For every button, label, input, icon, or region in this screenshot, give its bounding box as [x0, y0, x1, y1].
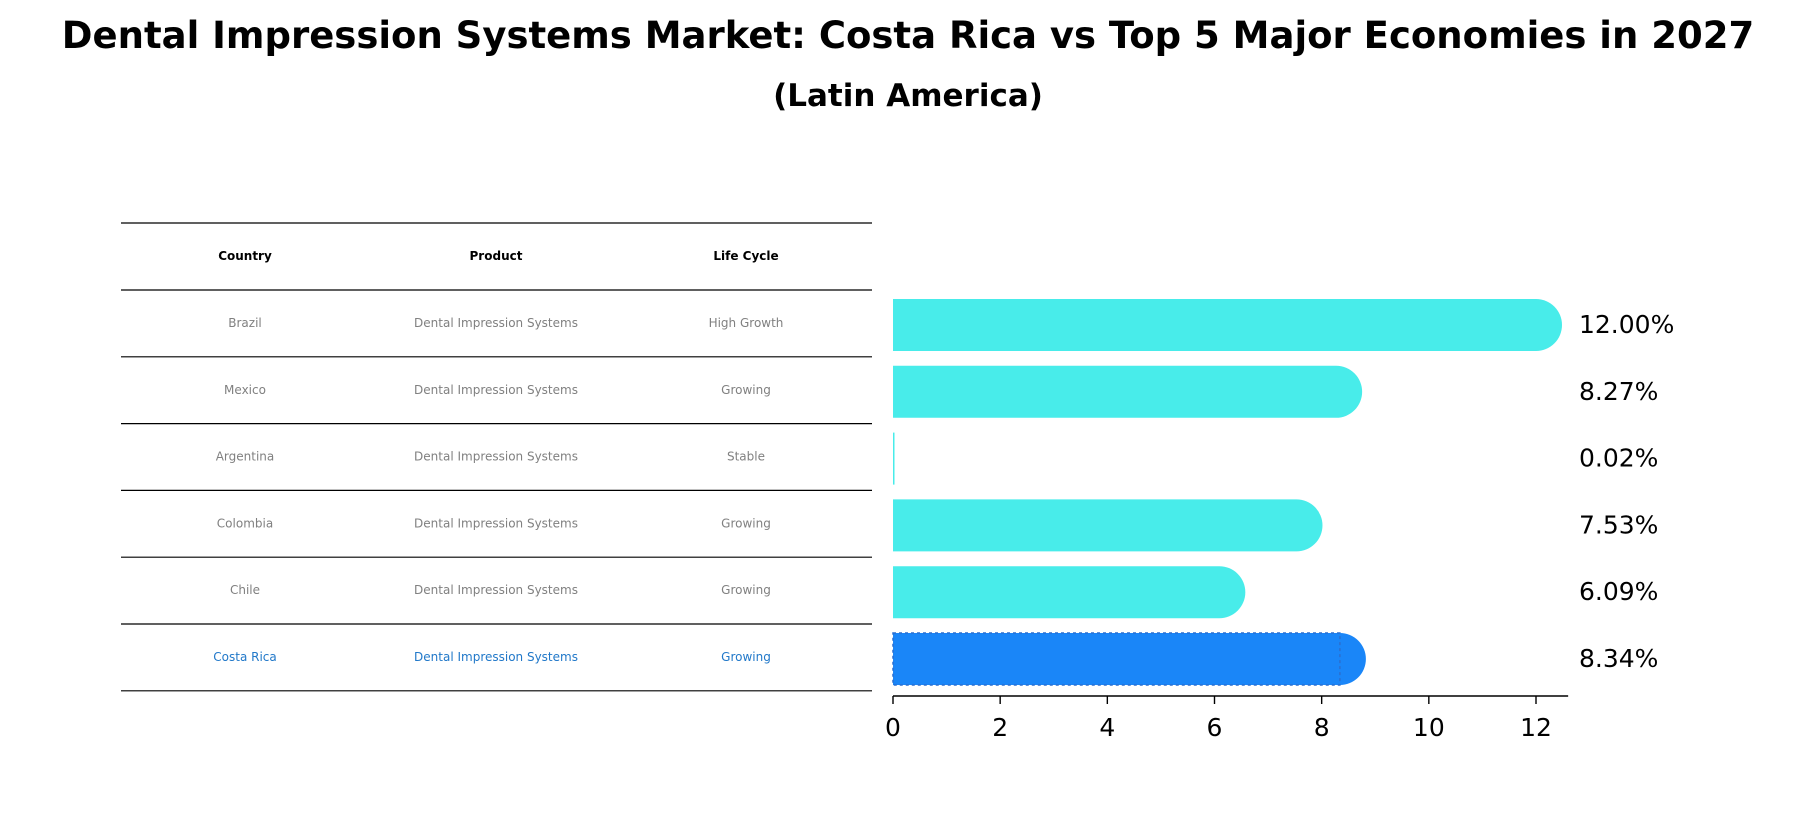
- table-header-cell: Country: [218, 249, 272, 263]
- table-cell: Dental Impression Systems: [414, 316, 578, 330]
- data-table: Country Product Life Cycle Brazil Dental Imp…: [121, 222, 872, 692]
- value-labels: 12.00% 8.27% 0.02% 7.53% 6.09% 8.34%: [1579, 310, 1674, 673]
- bar-chile: [893, 566, 1246, 619]
- x-tick-label: 0: [885, 713, 901, 742]
- table-cell: Chile: [230, 583, 260, 597]
- bar-argentina: [893, 432, 895, 485]
- table-cell: Dental Impression Systems: [414, 383, 578, 397]
- x-axis: 0 2 4 6 8 10 12: [885, 695, 1569, 742]
- table-cell: Argentina: [216, 450, 275, 464]
- table-cell: Dental Impression Systems: [414, 650, 578, 664]
- table-header-cell: Product: [470, 249, 523, 263]
- table-cell: Growing: [721, 516, 771, 530]
- bar-series: [892, 299, 1562, 686]
- bar-brazil: [893, 299, 1562, 351]
- chart-title: Dental Impression Systems Market: Costa …: [61, 14, 1755, 57]
- table-cell: High Growth: [709, 316, 784, 330]
- table-cell: Dental Impression Systems: [414, 450, 578, 464]
- bar-costa-rica: [892, 632, 1366, 686]
- bar-colombia: [893, 499, 1323, 552]
- table-cell: Stable: [727, 450, 765, 464]
- x-tick-label: 12: [1520, 713, 1552, 742]
- x-tick-label: 10: [1413, 713, 1445, 742]
- value-label: 8.34%: [1579, 644, 1658, 673]
- x-tick-label: 8: [1314, 713, 1330, 742]
- table-cell: Growing: [721, 650, 771, 664]
- value-label: 8.27%: [1579, 377, 1658, 406]
- table-cell: Dental Impression Systems: [414, 516, 578, 530]
- x-tick-label: 2: [992, 713, 1008, 742]
- table-cell: Mexico: [224, 383, 266, 397]
- x-tick-label: 6: [1207, 713, 1223, 742]
- chart-subtitle: (Latin America): [773, 78, 1043, 114]
- bar-mexico: [893, 365, 1363, 418]
- value-label: 0.02%: [1579, 444, 1658, 473]
- table-cell: Dental Impression Systems: [414, 583, 578, 597]
- table-cell: Colombia: [217, 516, 273, 530]
- value-label: 7.53%: [1579, 510, 1658, 539]
- table-cell: Growing: [721, 583, 771, 597]
- value-label: 6.09%: [1579, 577, 1658, 606]
- table-cell: Growing: [721, 383, 771, 397]
- table-cell: Costa Rica: [213, 650, 276, 664]
- x-tick-label: 4: [1099, 713, 1115, 742]
- value-label: 12.00%: [1579, 310, 1674, 339]
- table-cell: Brazil: [228, 316, 262, 330]
- table-header-cell: Life Cycle: [713, 249, 778, 263]
